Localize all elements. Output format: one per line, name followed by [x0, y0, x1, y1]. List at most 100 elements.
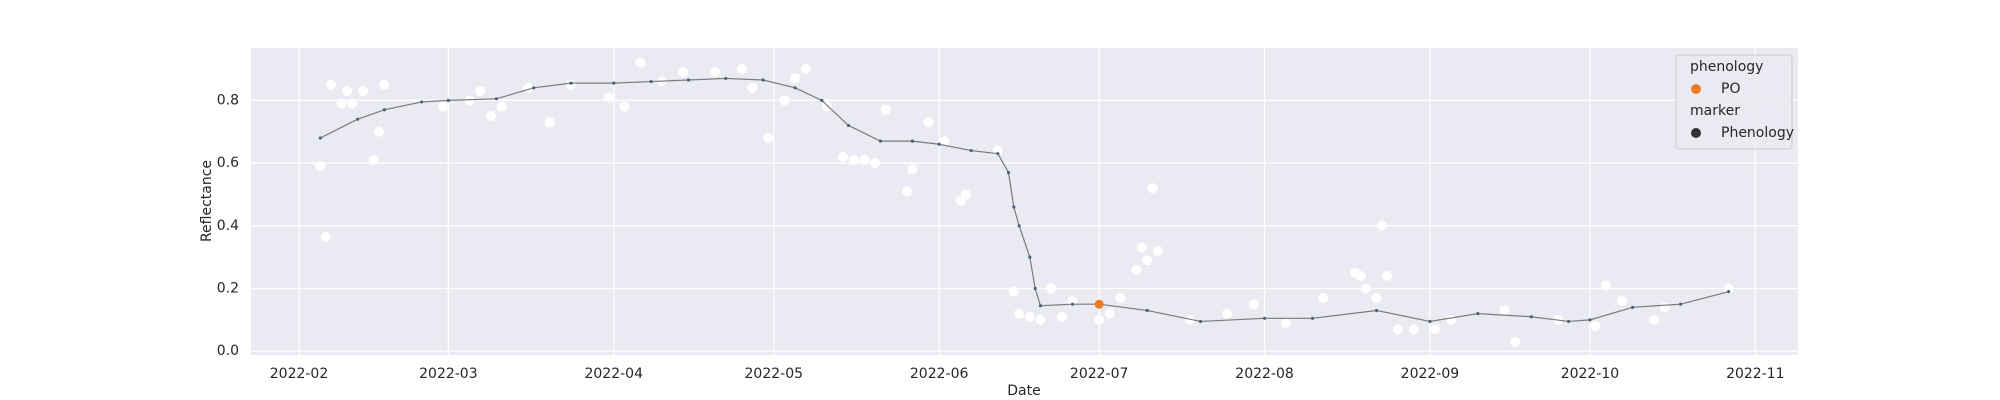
observation-point — [800, 64, 811, 75]
x-tick-label: 2022-11 — [1726, 366, 1785, 382]
line-vertex — [1727, 290, 1731, 294]
observation-point — [1659, 302, 1670, 313]
legend-title: phenology — [1690, 59, 1763, 75]
legend: phenology PO marker Phenology — [1675, 54, 1794, 150]
observation-point — [347, 98, 358, 109]
line-vertex — [1631, 305, 1635, 309]
observation-point — [880, 104, 891, 115]
line-vertex — [1529, 315, 1533, 319]
observation-point — [763, 132, 774, 143]
observation-point — [1600, 280, 1611, 291]
observation-point — [1248, 299, 1259, 310]
line-vertex — [846, 123, 851, 128]
observation-point — [1392, 324, 1403, 335]
line-vertex — [1028, 255, 1032, 259]
observation-point — [1131, 264, 1142, 275]
observation-point — [848, 154, 859, 165]
observation-point — [1355, 270, 1366, 281]
observation-point — [1115, 292, 1126, 303]
observation-point — [358, 85, 369, 96]
legend-box — [1675, 54, 1793, 150]
legend-label: Phenology — [1721, 125, 1794, 141]
observation-point — [960, 189, 971, 200]
observation-point — [1382, 270, 1393, 281]
observation-point — [1056, 311, 1067, 322]
line-vertex — [910, 139, 915, 143]
observation-point — [1318, 292, 1329, 303]
observation-point — [315, 161, 326, 172]
observation-point — [544, 117, 555, 128]
observation-point — [438, 101, 449, 112]
line-vertex — [937, 142, 941, 146]
x-tick-label: 2022-07 — [1070, 366, 1129, 382]
line-vertex — [569, 81, 573, 85]
line-vertex — [1033, 286, 1037, 291]
line-vertex — [1070, 302, 1075, 306]
observation-point — [1371, 292, 1382, 303]
line-vertex — [969, 148, 973, 153]
observation-point — [342, 85, 353, 96]
observation-point — [1142, 255, 1153, 266]
observation-point — [635, 57, 646, 68]
x-tick-label: 2022-04 — [584, 366, 643, 382]
observation-point — [619, 101, 630, 112]
observation-point — [1616, 296, 1627, 307]
line-vertex — [1428, 319, 1432, 324]
line-vertex — [820, 98, 824, 102]
line-vertex — [1017, 224, 1021, 228]
observation-point — [955, 195, 966, 206]
line-vertex — [761, 78, 765, 82]
legend-swatch — [1691, 84, 1701, 94]
x-tick-label: 2022-05 — [745, 366, 804, 382]
line-vertex — [1006, 170, 1011, 175]
line-vertex — [1198, 319, 1203, 324]
x-tick-label: 2022-09 — [1401, 366, 1460, 382]
line-vertex — [1038, 304, 1043, 308]
observation-point — [870, 158, 881, 169]
plot-area — [251, 48, 1798, 355]
observation-point — [838, 151, 849, 162]
x-tick-label: 2022-10 — [1561, 366, 1620, 382]
observation-point — [923, 117, 934, 128]
observation-point — [1014, 308, 1025, 319]
observation-point — [523, 82, 534, 93]
observation-point — [1648, 314, 1659, 325]
x-axis-label: Date — [1007, 383, 1040, 399]
line-vertex — [724, 76, 728, 81]
observation-point — [326, 79, 337, 90]
observation-point — [822, 101, 833, 112]
observation-point — [1152, 245, 1163, 256]
line-vertex — [649, 79, 653, 84]
line-vertex — [1567, 319, 1571, 324]
line-vertex — [532, 86, 536, 90]
line-vertex — [318, 136, 322, 140]
line-vertex — [356, 117, 360, 121]
observation-point — [747, 82, 758, 93]
observation-point — [1280, 318, 1291, 329]
event-point — [1094, 299, 1104, 309]
line-vertex — [793, 86, 797, 90]
x-tick-label: 2022-02 — [270, 366, 329, 382]
y-tick-label: 0.8 — [217, 92, 239, 108]
observation-point — [1376, 220, 1387, 231]
observation-point — [1446, 314, 1457, 325]
observation-point — [779, 95, 790, 106]
observation-point — [320, 231, 331, 242]
line-vertex — [996, 152, 1000, 156]
line-vertex — [612, 81, 616, 85]
observation-point — [379, 79, 390, 90]
observation-point — [336, 98, 347, 109]
line-vertex — [1310, 316, 1315, 320]
x-tick-label: 2022-03 — [419, 366, 478, 382]
observation-point — [859, 154, 870, 165]
smoothed-line — [320, 77, 1729, 323]
observation-point — [603, 92, 614, 103]
legend-title: marker — [1690, 103, 1740, 119]
observation-point — [736, 64, 747, 75]
grid — [251, 48, 1798, 355]
line-vertex — [878, 139, 883, 143]
observation-point — [1147, 183, 1158, 194]
y-tick-label: 0.0 — [217, 343, 239, 359]
